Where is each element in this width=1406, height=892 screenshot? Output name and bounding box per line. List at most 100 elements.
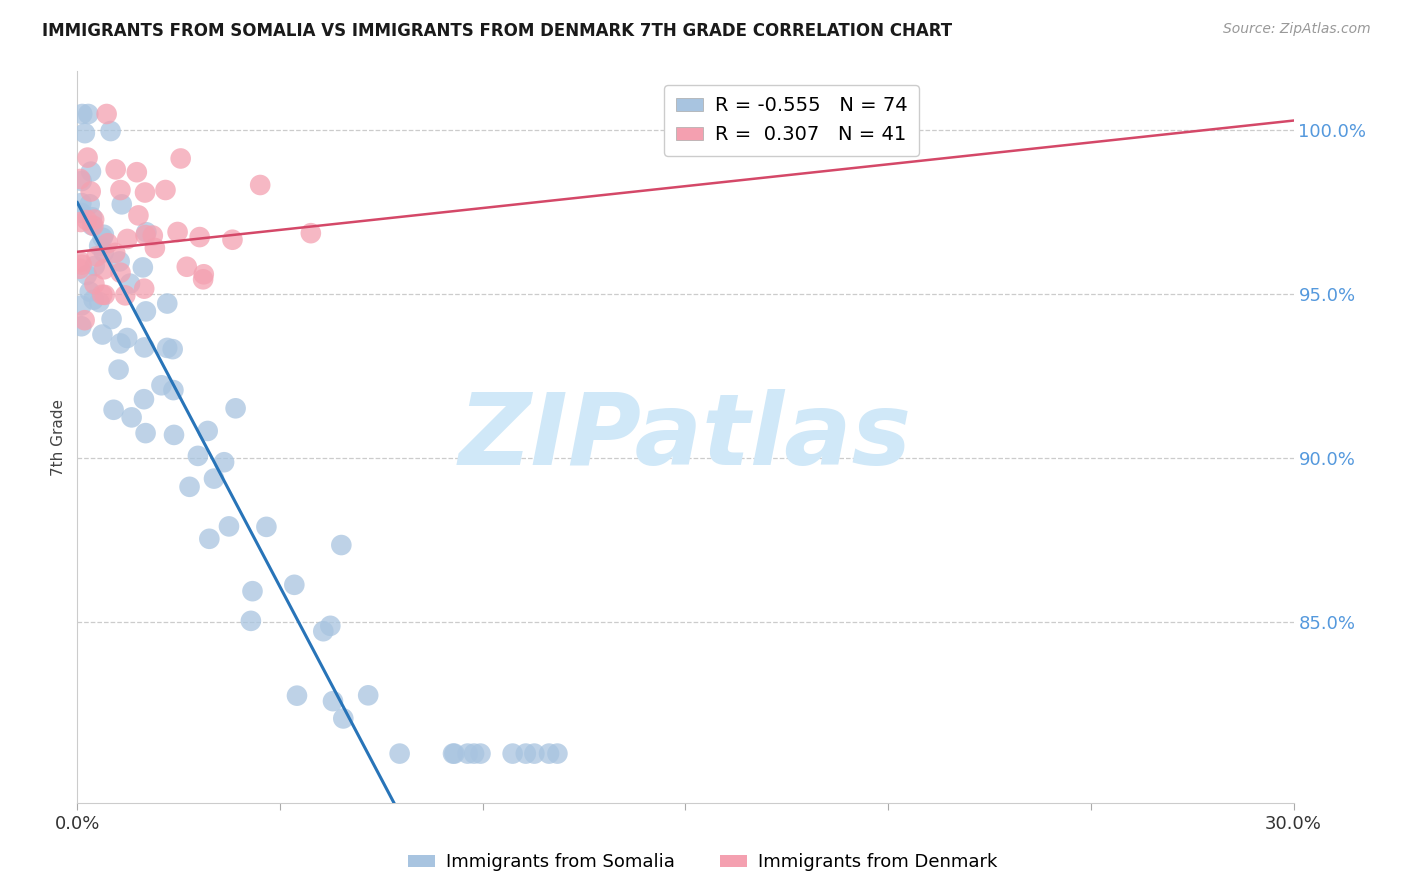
Point bbox=[515, 747, 537, 761]
Point bbox=[155, 183, 177, 197]
Point bbox=[163, 428, 186, 442]
Point bbox=[283, 578, 305, 592]
Legend: R = -0.555   N = 74, R =  0.307   N = 41: R = -0.555 N = 74, R = 0.307 N = 41 bbox=[664, 85, 920, 156]
Point bbox=[86, 250, 108, 264]
Point bbox=[118, 277, 141, 291]
Point bbox=[193, 267, 215, 281]
Point bbox=[76, 213, 98, 227]
Point bbox=[176, 260, 198, 274]
Point bbox=[132, 260, 155, 275]
Point bbox=[135, 304, 157, 318]
Point bbox=[110, 183, 132, 197]
Point bbox=[546, 747, 568, 761]
Point bbox=[198, 532, 221, 546]
Point bbox=[93, 262, 115, 277]
Point bbox=[125, 165, 148, 179]
Point bbox=[179, 480, 201, 494]
Point bbox=[191, 272, 214, 286]
Point bbox=[76, 151, 98, 165]
Point bbox=[523, 747, 546, 761]
Point bbox=[502, 747, 524, 761]
Point bbox=[319, 619, 342, 633]
Point bbox=[187, 449, 209, 463]
Point bbox=[103, 402, 125, 417]
Point bbox=[89, 295, 111, 310]
Point bbox=[82, 211, 104, 225]
Point bbox=[76, 268, 98, 282]
Point bbox=[242, 584, 264, 599]
Point bbox=[285, 689, 308, 703]
Point bbox=[104, 162, 127, 177]
Point bbox=[330, 538, 353, 552]
Point bbox=[134, 186, 156, 200]
Point bbox=[142, 228, 165, 243]
Point bbox=[83, 259, 105, 273]
Text: IMMIGRANTS FROM SOMALIA VS IMMIGRANTS FROM DENMARK 7TH GRADE CORRELATION CHART: IMMIGRANTS FROM SOMALIA VS IMMIGRANTS FR… bbox=[42, 22, 952, 40]
Point bbox=[70, 196, 93, 211]
Point bbox=[156, 296, 179, 310]
Point bbox=[221, 233, 243, 247]
Point bbox=[332, 711, 354, 725]
Point bbox=[132, 392, 155, 407]
Point bbox=[73, 313, 96, 327]
Point bbox=[80, 185, 103, 199]
Point bbox=[443, 747, 465, 761]
Point bbox=[70, 174, 93, 188]
Point bbox=[299, 226, 322, 240]
Point bbox=[212, 455, 235, 469]
Point bbox=[121, 410, 143, 425]
Point bbox=[312, 624, 335, 639]
Point bbox=[162, 383, 184, 397]
Point bbox=[100, 124, 122, 138]
Point bbox=[322, 694, 344, 708]
Point bbox=[127, 208, 149, 222]
Point bbox=[150, 378, 173, 392]
Point bbox=[93, 227, 115, 242]
Point bbox=[170, 152, 193, 166]
Point bbox=[225, 401, 247, 416]
Point bbox=[134, 227, 156, 242]
Point bbox=[162, 342, 184, 356]
Point bbox=[110, 266, 132, 280]
Y-axis label: 7th Grade: 7th Grade bbox=[51, 399, 66, 475]
Point bbox=[70, 206, 93, 220]
Point bbox=[80, 164, 103, 178]
Point bbox=[197, 424, 219, 438]
Point bbox=[111, 197, 134, 211]
Point bbox=[156, 341, 179, 355]
Point bbox=[239, 614, 262, 628]
Point bbox=[537, 747, 560, 761]
Point bbox=[107, 362, 129, 376]
Point bbox=[89, 239, 111, 253]
Point bbox=[188, 230, 211, 244]
Point bbox=[218, 519, 240, 533]
Point bbox=[69, 172, 91, 186]
Point bbox=[110, 336, 132, 351]
Point bbox=[115, 331, 138, 345]
Point bbox=[70, 258, 93, 272]
Point bbox=[388, 747, 411, 761]
Point bbox=[77, 107, 100, 121]
Point bbox=[83, 277, 105, 291]
Point bbox=[83, 212, 105, 227]
Point bbox=[254, 520, 277, 534]
Point bbox=[82, 219, 104, 233]
Point bbox=[70, 107, 93, 121]
Point bbox=[114, 288, 136, 302]
Point bbox=[457, 747, 479, 761]
Point bbox=[69, 255, 91, 269]
Legend: Immigrants from Somalia, Immigrants from Denmark: Immigrants from Somalia, Immigrants from… bbox=[401, 847, 1005, 879]
Point bbox=[166, 225, 188, 239]
Point bbox=[97, 236, 120, 251]
Point bbox=[357, 689, 380, 703]
Point bbox=[135, 225, 157, 239]
Point bbox=[69, 261, 91, 276]
Point bbox=[117, 232, 139, 246]
Point bbox=[70, 299, 93, 313]
Point bbox=[79, 197, 101, 211]
Point bbox=[80, 219, 103, 233]
Point bbox=[108, 254, 131, 268]
Point bbox=[441, 747, 464, 761]
Point bbox=[73, 126, 96, 140]
Point bbox=[93, 245, 115, 260]
